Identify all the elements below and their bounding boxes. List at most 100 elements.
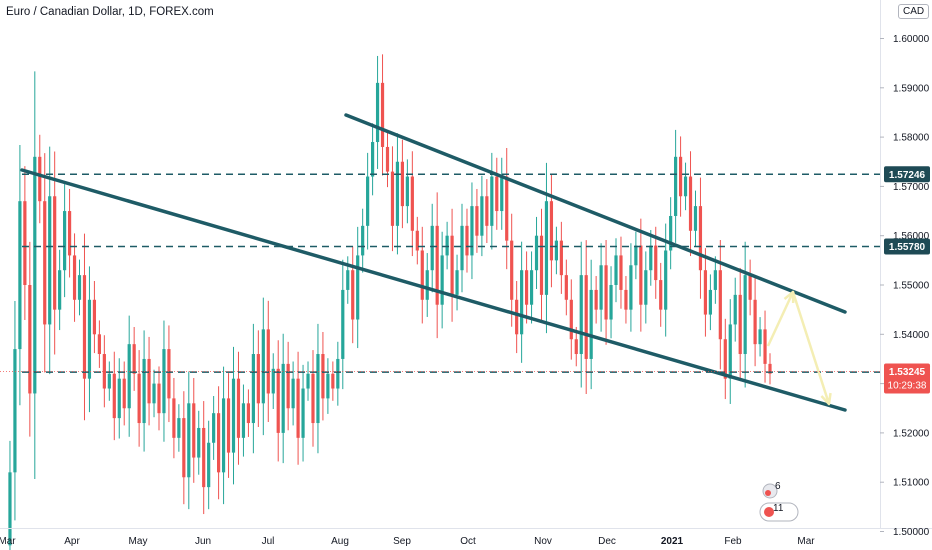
candle <box>13 301 17 521</box>
candle <box>48 146 52 375</box>
candle <box>107 361 111 401</box>
candle <box>649 230 653 286</box>
x-tick-label: 2021 <box>661 536 684 547</box>
candle <box>480 175 484 257</box>
candles-layer <box>8 54 772 550</box>
x-tick-label: Mar <box>797 536 815 547</box>
candle <box>127 315 131 437</box>
candle <box>182 391 186 505</box>
candle <box>33 71 37 479</box>
candle <box>92 281 97 354</box>
candle <box>738 267 742 381</box>
candle <box>23 166 27 321</box>
candle <box>475 188 479 253</box>
x-tick-label: Feb <box>724 536 742 547</box>
lower-trendline[interactable] <box>20 168 847 412</box>
candle <box>53 151 57 355</box>
last-price-value: 1.53245 <box>889 367 926 378</box>
candle <box>733 277 737 342</box>
candle <box>28 241 32 437</box>
news-badge[interactable]: 11 <box>759 502 799 522</box>
candle <box>574 326 578 367</box>
candle <box>763 310 767 383</box>
candle <box>246 389 251 437</box>
candle <box>500 157 504 230</box>
candle <box>251 323 255 454</box>
candle <box>420 226 424 324</box>
candle <box>435 192 439 339</box>
candle <box>450 208 454 322</box>
candle <box>142 330 146 452</box>
candle <box>579 241 583 388</box>
candle <box>187 371 191 510</box>
candle <box>405 159 409 224</box>
candle <box>77 259 82 316</box>
projection-arrow[interactable] <box>766 290 832 406</box>
trendlines-layer <box>20 113 847 412</box>
y-tick-label: 1.54000 <box>893 330 930 341</box>
candle <box>539 208 544 322</box>
candle <box>410 151 414 257</box>
candle <box>152 369 156 418</box>
candle <box>693 190 698 247</box>
candle <box>609 266 613 339</box>
candle <box>137 350 141 447</box>
x-tick-label: Mar <box>0 536 16 547</box>
candle <box>256 330 260 427</box>
candle <box>465 208 469 273</box>
candle <box>425 253 429 317</box>
candle <box>147 336 151 426</box>
candle <box>281 333 285 464</box>
y-tick-label: 1.50000 <box>893 527 930 538</box>
candle <box>112 351 116 441</box>
candle <box>72 233 77 322</box>
candle <box>276 340 280 462</box>
candle <box>520 241 524 363</box>
candle <box>723 318 727 400</box>
candle <box>524 251 529 324</box>
candle <box>296 351 300 465</box>
candle <box>390 146 395 252</box>
candle <box>470 182 474 280</box>
candle <box>440 231 444 329</box>
candle <box>495 157 499 230</box>
svg-text:6: 6 <box>775 481 781 492</box>
y-tick-label: 1.60000 <box>893 34 930 45</box>
candle <box>8 440 12 550</box>
candle <box>758 317 762 357</box>
candle <box>192 378 196 483</box>
indicator-badges[interactable]: 6 11 <box>759 481 799 522</box>
y-tick-label: 1.59000 <box>893 83 930 94</box>
upper-trendline[interactable] <box>344 113 847 314</box>
x-tick-label: Jul <box>262 536 275 547</box>
x-tick-label: Oct <box>460 536 476 547</box>
candle <box>698 177 703 299</box>
candle <box>286 341 290 431</box>
y-tick-label: 1.56000 <box>893 231 930 242</box>
candle <box>207 420 211 510</box>
svg-text:1.57246: 1.57246 <box>889 170 926 181</box>
x-tick-label: Nov <box>534 536 552 547</box>
candle <box>63 184 67 298</box>
candle <box>58 249 62 331</box>
candle <box>82 233 87 421</box>
candle <box>266 300 270 423</box>
currency-button[interactable]: CAD <box>898 4 930 19</box>
events-badge[interactable]: 6 <box>762 481 781 499</box>
candle <box>544 162 549 334</box>
candle <box>619 236 623 309</box>
level-label: 1.57246 <box>884 166 930 183</box>
candle <box>221 366 226 505</box>
candle <box>674 129 678 243</box>
candle <box>351 246 355 344</box>
candle <box>212 396 216 460</box>
candle <box>510 213 514 327</box>
svg-text:11: 11 <box>773 503 784 514</box>
candle <box>341 259 345 390</box>
time-axis[interactable]: Mar Apr May Jun Jul Aug Sep Oct Nov Dec 2021 Feb Mar <box>0 536 815 547</box>
price-axis[interactable]: 1.500001.510001.520001.530001.540001.550… <box>880 34 930 538</box>
candle <box>455 254 459 311</box>
candle <box>197 410 201 475</box>
